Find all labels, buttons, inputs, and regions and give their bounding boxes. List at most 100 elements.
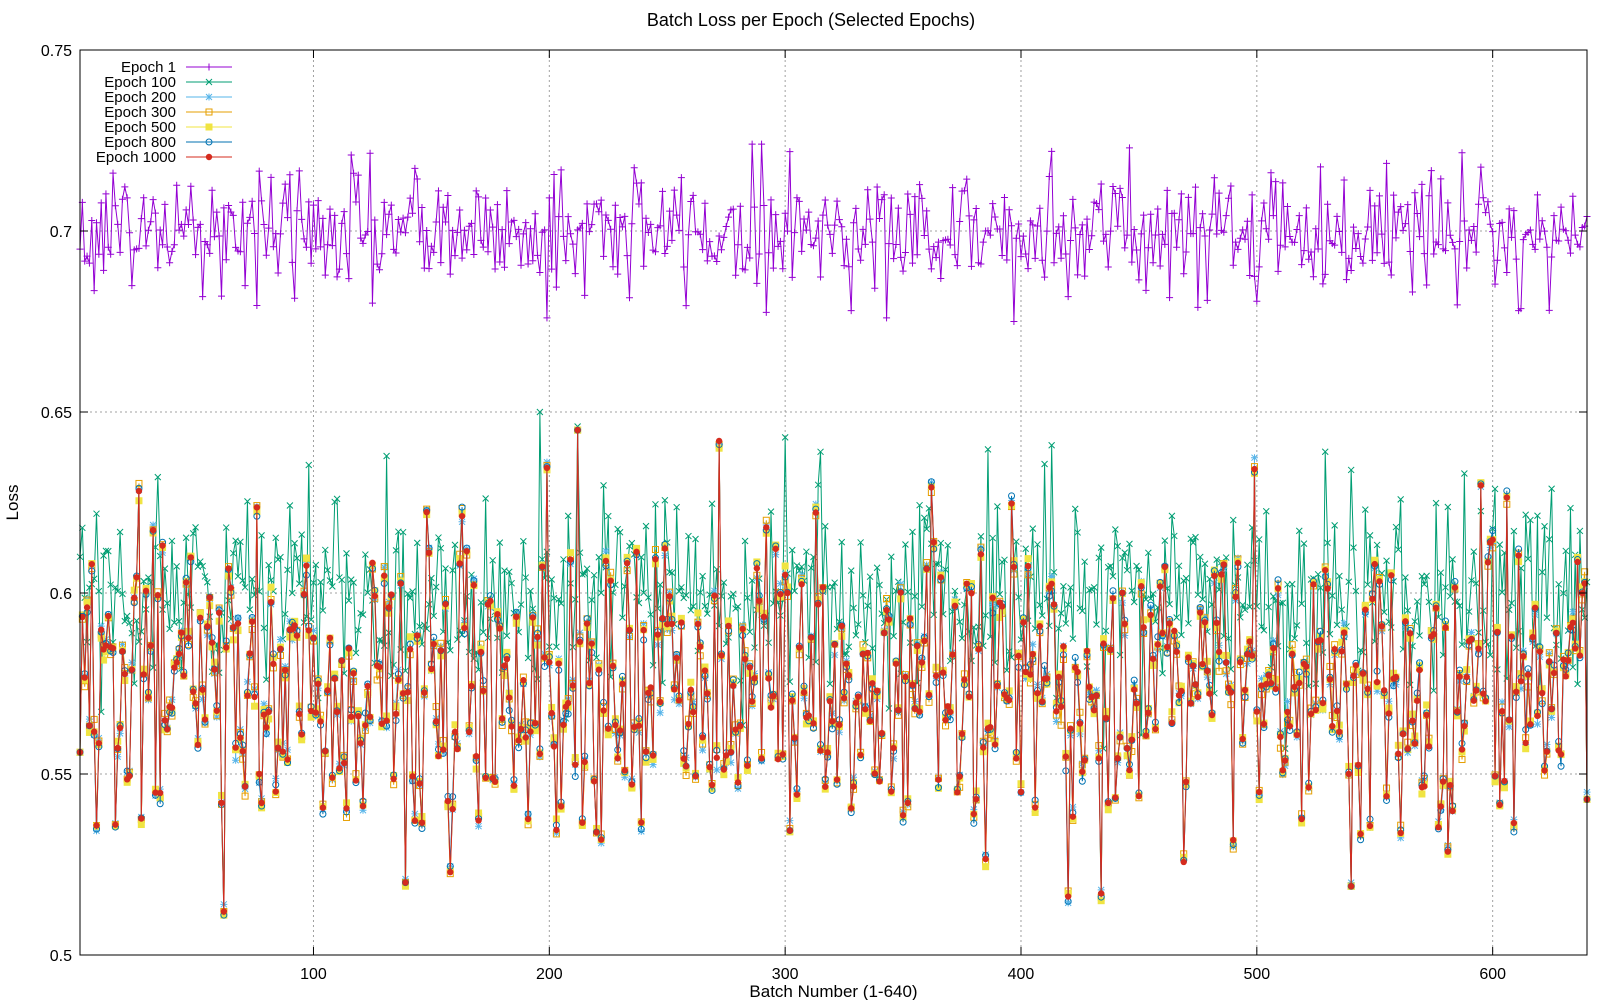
data-point [1347, 466, 1355, 474]
data-point [527, 587, 534, 595]
data-point [170, 241, 178, 249]
data-point [776, 237, 784, 245]
data-point [550, 171, 558, 179]
data-point [95, 587, 103, 595]
data-point [576, 224, 584, 232]
data-point [173, 563, 181, 570]
data-point [503, 655, 511, 663]
data-point [1498, 708, 1506, 715]
data-point [1213, 619, 1220, 627]
data-point [1192, 681, 1199, 688]
data-point [1234, 559, 1242, 567]
data-point [446, 646, 454, 654]
data-point [380, 198, 388, 206]
data-point [1383, 557, 1390, 565]
data-point [1331, 645, 1338, 653]
data-point [885, 240, 893, 248]
data-point [512, 233, 520, 241]
data-point [1293, 226, 1301, 234]
data-point [272, 788, 279, 795]
data-point [628, 781, 636, 788]
data-point [972, 795, 980, 803]
data-point [522, 734, 529, 741]
data-point [543, 314, 551, 322]
data-point [1284, 708, 1291, 716]
data-point [585, 228, 593, 236]
data-point [1447, 781, 1454, 789]
data-point [1215, 648, 1223, 656]
data-point [260, 700, 268, 708]
data-point [513, 613, 520, 621]
data-point [918, 659, 926, 666]
data-point [1133, 700, 1140, 707]
data-point [102, 648, 110, 656]
data-point [111, 202, 119, 210]
data-point [251, 591, 258, 599]
data-point [845, 643, 853, 651]
data-point [1239, 601, 1247, 609]
data-point [1413, 598, 1421, 605]
data-point [685, 532, 692, 540]
data-point [1010, 318, 1018, 325]
data-point [368, 299, 376, 307]
data-point [510, 216, 518, 224]
data-point [1373, 678, 1381, 686]
data-point [1118, 193, 1126, 201]
data-point [1029, 640, 1037, 648]
data-point [121, 183, 129, 191]
data-point [932, 254, 940, 262]
data-point [807, 634, 815, 641]
data-point [364, 589, 372, 597]
data-point [418, 819, 426, 826]
data-point [1361, 235, 1369, 243]
data-point [1208, 711, 1216, 719]
data-point [449, 805, 456, 813]
data-point [1581, 568, 1589, 576]
data-point [1305, 784, 1312, 791]
data-point [218, 799, 225, 807]
data-point [456, 560, 463, 567]
data-point [1444, 503, 1452, 511]
data-point [796, 644, 803, 651]
data-point [562, 257, 570, 265]
data-point [1427, 167, 1435, 175]
data-point [1508, 633, 1515, 640]
data-point [1194, 303, 1202, 311]
data-point [1112, 794, 1119, 801]
data-point [392, 547, 400, 554]
data-point [666, 568, 673, 576]
data-point [406, 594, 414, 602]
data-point [1074, 668, 1081, 676]
data-point [588, 221, 596, 229]
data-point [173, 659, 180, 666]
data-point [661, 545, 669, 552]
data-point [1130, 686, 1138, 693]
data-point [753, 565, 761, 572]
data-point [1017, 788, 1025, 796]
data-point [338, 219, 346, 227]
data-point [1411, 189, 1419, 197]
data-point [576, 549, 584, 557]
data-point [850, 219, 858, 227]
data-point [1274, 267, 1282, 275]
data-point [710, 252, 718, 260]
data-point [725, 617, 733, 625]
data-point [857, 256, 865, 264]
data-point [303, 562, 310, 569]
data-point [633, 544, 641, 552]
data-point [1267, 679, 1275, 687]
data-point [1095, 755, 1103, 762]
data-point [1199, 595, 1206, 603]
data-point [114, 744, 121, 752]
data-point [597, 589, 605, 597]
data-point [1475, 645, 1482, 652]
data-point [944, 703, 952, 710]
data-point [720, 579, 728, 586]
data-point [508, 579, 515, 587]
data-point [1272, 685, 1279, 693]
data-point [1581, 580, 1588, 587]
data-point [1489, 527, 1497, 535]
data-point [1503, 268, 1511, 276]
data-point [1008, 492, 1016, 500]
data-point [921, 637, 928, 645]
